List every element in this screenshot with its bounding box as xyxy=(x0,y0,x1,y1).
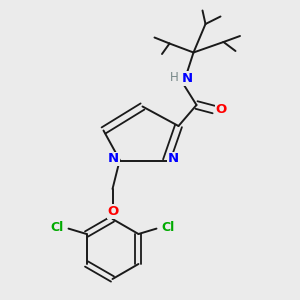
Text: N: N xyxy=(108,152,119,166)
Text: Cl: Cl xyxy=(50,221,63,234)
Text: O: O xyxy=(216,103,227,116)
Text: H: H xyxy=(169,70,178,84)
Text: Cl: Cl xyxy=(162,221,175,234)
Text: N: N xyxy=(181,72,193,85)
Text: O: O xyxy=(108,205,119,218)
Text: N: N xyxy=(167,152,179,166)
